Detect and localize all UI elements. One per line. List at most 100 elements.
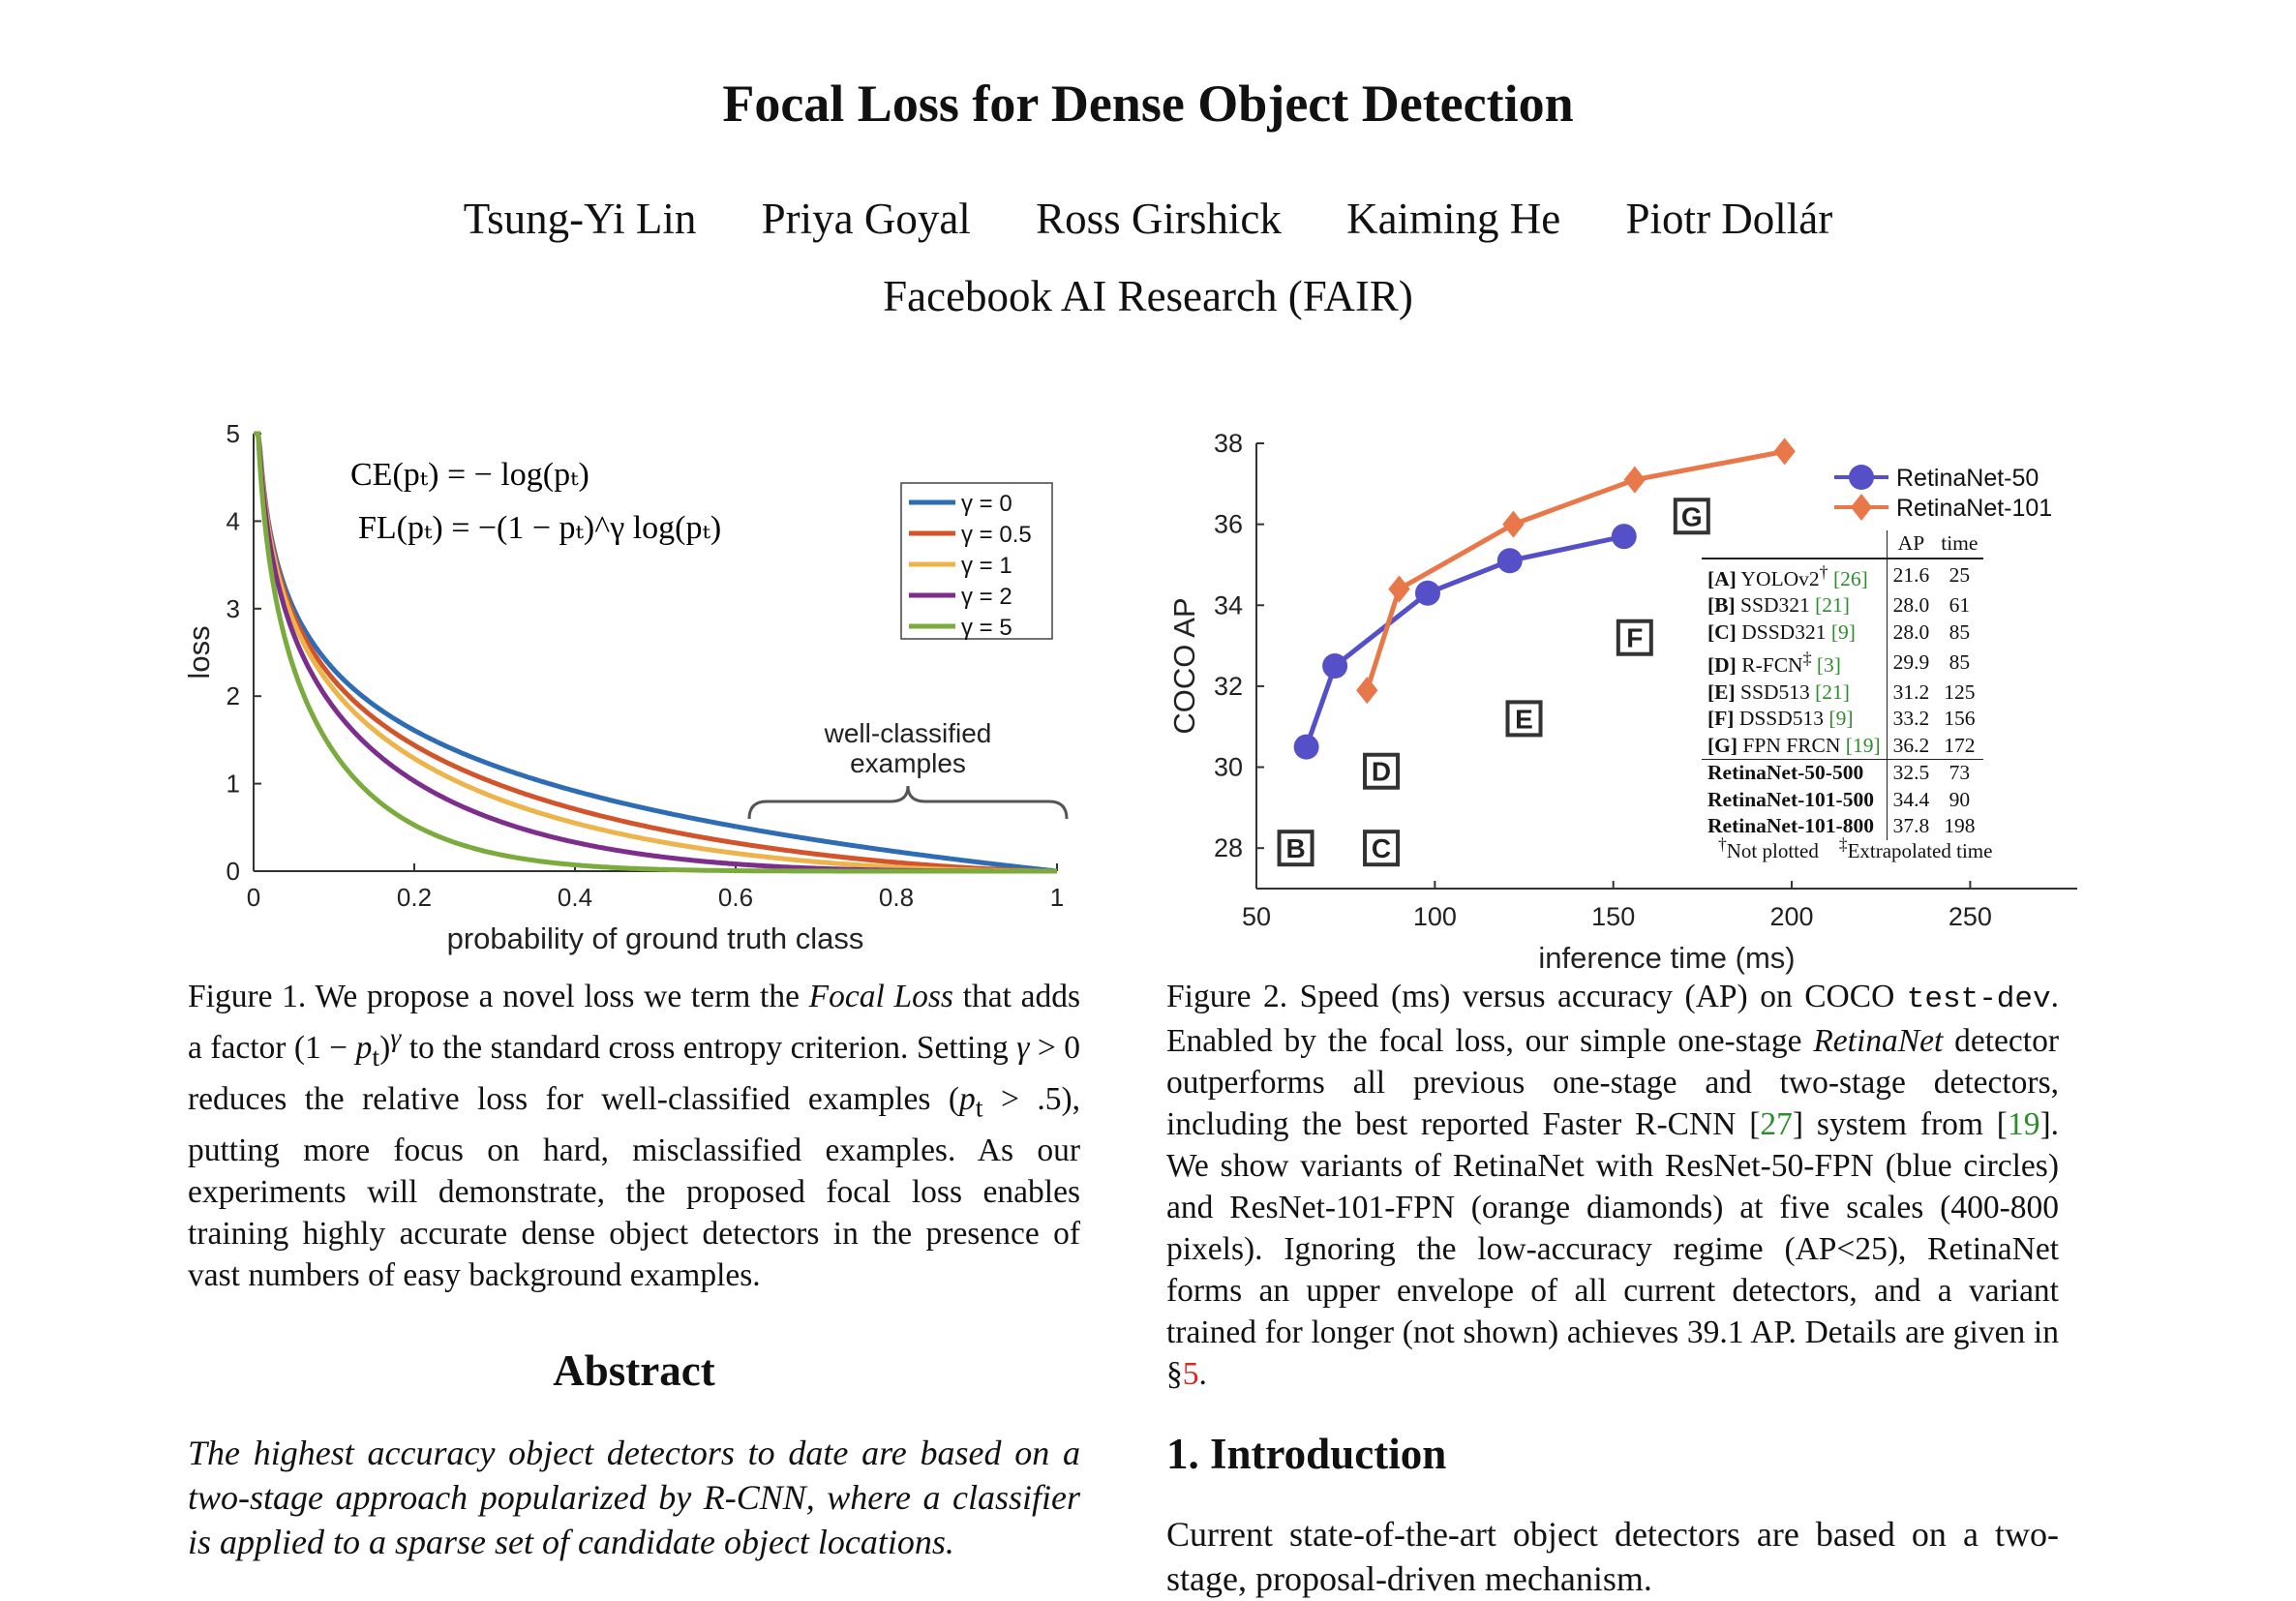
y-tick-label: 1 (227, 770, 240, 799)
x-tick-label: 200 (1770, 902, 1814, 931)
method-cell: [C] DSSD321 [9] (1707, 619, 1856, 644)
ap-cell: 33.2 (1886, 706, 1936, 733)
table-header-row: AP time (1702, 530, 1984, 559)
x-tick-label: 100 (1413, 902, 1457, 931)
series-point (1388, 575, 1410, 603)
point-box (1363, 752, 1401, 790)
foot-not-plotted: Not plotted (1726, 839, 1819, 862)
figure1-axes: 0 0.2 0.4 0.6 0.8 1 0 1 2 3 4 5 probability of groun… (182, 419, 1064, 955)
y-axis-label: loss (182, 625, 216, 679)
table-row: [G] FPN FRCN [19] 36.2 172 (1702, 732, 1983, 760)
y-tick-label: 0 (227, 857, 240, 886)
point-box (1673, 498, 1710, 535)
legend-box (900, 482, 1053, 640)
y-tick-label: 30 (1214, 753, 1243, 782)
table-row: [F] DSSD513 [9] 33.2 156 (1702, 706, 1983, 733)
author: Tsung-Yi Lin (463, 195, 697, 243)
author: Kaiming He (1346, 195, 1561, 243)
ap-cell: 28.0 (1886, 619, 1936, 647)
time-cell: 25 (1949, 563, 1971, 588)
method-cell: [F] DSSD513 [9] (1707, 707, 1854, 731)
figure2-chart: 50 100 150 200 250 28 30 32 34 36 38 inference time… (1167, 429, 2077, 975)
legend-label: γ = 0.5 (961, 522, 1032, 548)
author: Piotr Dollár (1625, 195, 1833, 243)
annotation-line2: examples (850, 748, 966, 778)
x-tick-label: 0 (247, 883, 260, 912)
legend-marker (1849, 465, 1874, 490)
time-cell: 85 (1949, 649, 1971, 674)
legend-marker (1851, 494, 1872, 521)
y-tick-label: 36 (1214, 510, 1243, 539)
affiliation: Facebook AI Research (FAIR) (883, 272, 1413, 320)
time-cell: 73 (1935, 759, 1984, 787)
series-line (254, 431, 1057, 874)
figure1-chart: 0 0.2 0.4 0.6 0.8 1 0 1 2 3 4 5 probability of groun… (182, 419, 1069, 955)
series-line (254, 431, 1058, 874)
time-cell: 85 (1949, 619, 1971, 644)
ap-cell: 34.4 (1886, 786, 1936, 814)
method-cell: [G] FPN FRCN [19] (1707, 733, 1881, 757)
figure2-table: AP time [A] YOLOv2† [26] 21.6 25 [B] SSD321… (1702, 530, 1984, 840)
y-tick-label: 4 (227, 506, 240, 535)
table-row: [B] SSD321 [21] 28.0 61 (1702, 592, 1983, 619)
ap-cell: 36.2 (1886, 732, 1936, 760)
introduction-heading: 1. Introduction (1166, 1430, 1447, 1478)
time-cell: 125 (1944, 680, 1976, 704)
table-row: RetinaNet-101-800 37.8 198 (1702, 813, 1983, 840)
legend-label: γ = 5 (961, 615, 1012, 641)
legend-label: γ = 0 (961, 491, 1012, 517)
figure2-axes: 50 100 150 200 250 28 30 32 34 36 38 inference time… (1167, 429, 2077, 975)
y-tick-label: 2 (227, 681, 240, 710)
author: Ross Girshick (1036, 195, 1282, 243)
y-tick-label: 38 (1214, 429, 1243, 458)
figure2-caption: Figure 2. Speed (ms) versus accuracy (AP… (1166, 979, 2059, 1392)
ap-cell: 31.2 (1886, 679, 1936, 707)
brace-path (747, 785, 1069, 820)
series-point (1502, 510, 1525, 538)
y-tick-label: 5 (227, 419, 240, 448)
figure2-labeled-points: B C D E F G (1277, 498, 1710, 867)
x-tick-label: 250 (1949, 902, 1992, 931)
figure1-caption: Figure 1. We propose a novel loss we ter… (188, 979, 1081, 1293)
table-row: [E] SSD513 [21] 31.2 125 (1702, 679, 1983, 707)
table-row: [D] R-FCN‡ [3] 29.9 85 (1702, 646, 1983, 680)
point-box (1616, 619, 1653, 656)
y-tick-label: 28 (1214, 833, 1243, 862)
point-box (1363, 830, 1401, 867)
col-ap: AP (1886, 530, 1936, 559)
y-tick-label: 32 (1214, 672, 1243, 701)
series-line (254, 431, 1057, 874)
x-tick-label: 0.6 (718, 883, 753, 912)
series-point (1356, 677, 1378, 705)
method-cell: [B] SSD321 [21] (1707, 593, 1850, 618)
ap-cell: 21.6 (1886, 558, 1936, 593)
series-point (1293, 734, 1319, 760)
point-box-label: E (1515, 704, 1533, 734)
point-box-label: C (1372, 833, 1391, 863)
time-cell: 61 (1949, 593, 1971, 618)
table-row: RetinaNet-101-500 34.4 90 (1702, 786, 1983, 814)
legend-label: RetinaNet-101 (1896, 495, 2052, 522)
table-row: [A] YOLOv2† [26] 21.6 25 (1702, 558, 1983, 593)
x-tick-label: 50 (1242, 902, 1271, 931)
author: Priya Goyal (761, 195, 971, 243)
method-cell: [D] R-FCN‡ [3] (1707, 649, 1841, 678)
point-box-label: F (1626, 623, 1643, 653)
abstract-text: The highest accuracy object detectors to… (188, 1434, 1080, 1561)
series-point (1611, 524, 1637, 550)
point-box-label: B (1285, 833, 1305, 863)
point-box (1505, 700, 1543, 738)
figure1-legend: γ = 0 γ = 0.5 γ = 1 γ = 2 γ = 5 (900, 482, 1053, 641)
fl-equation: FL(pₜ) = −(1 − pₜ)^γ log(pₜ) (358, 510, 721, 546)
series-point (1773, 438, 1796, 466)
x-tick-label: 0.2 (397, 883, 432, 912)
series-point (1623, 466, 1646, 494)
x-tick-label: 0.8 (879, 883, 914, 912)
ap-cell: 37.8 (1886, 813, 1936, 840)
series-point (1414, 580, 1440, 606)
figure1-series (254, 431, 1058, 874)
y-tick-label: 3 (227, 594, 240, 623)
point-box-label: G (1681, 501, 1703, 531)
figure2-footnote: †Not plotted ‡Extrapolated time (1718, 834, 1993, 862)
table-row: RetinaNet-50-500 32.5 73 (1702, 759, 1984, 787)
